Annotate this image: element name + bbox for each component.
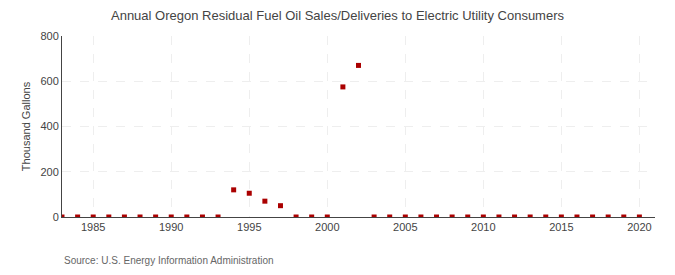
svg-text:2020: 2020: [627, 221, 651, 233]
svg-text:200: 200: [40, 166, 58, 178]
svg-text:2015: 2015: [549, 221, 573, 233]
svg-text:1995: 1995: [237, 221, 261, 233]
svg-text:1990: 1990: [159, 221, 183, 233]
svg-text:Source: U.S. Energy Informatio: Source: U.S. Energy Information Administ…: [64, 255, 274, 266]
svg-text:2005: 2005: [393, 221, 417, 233]
svg-text:2010: 2010: [471, 221, 495, 233]
svg-text:1985: 1985: [81, 221, 105, 233]
svg-text:800: 800: [40, 30, 58, 42]
svg-text:2000: 2000: [315, 221, 339, 233]
svg-text:0: 0: [53, 211, 59, 223]
svg-text:600: 600: [40, 75, 58, 87]
svg-text:400: 400: [40, 120, 58, 132]
svg-text:Annual Oregon Residual Fuel Oi: Annual Oregon Residual Fuel Oil Sales/De…: [111, 8, 565, 23]
svg-text:Thousand Gallons: Thousand Gallons: [20, 81, 32, 171]
